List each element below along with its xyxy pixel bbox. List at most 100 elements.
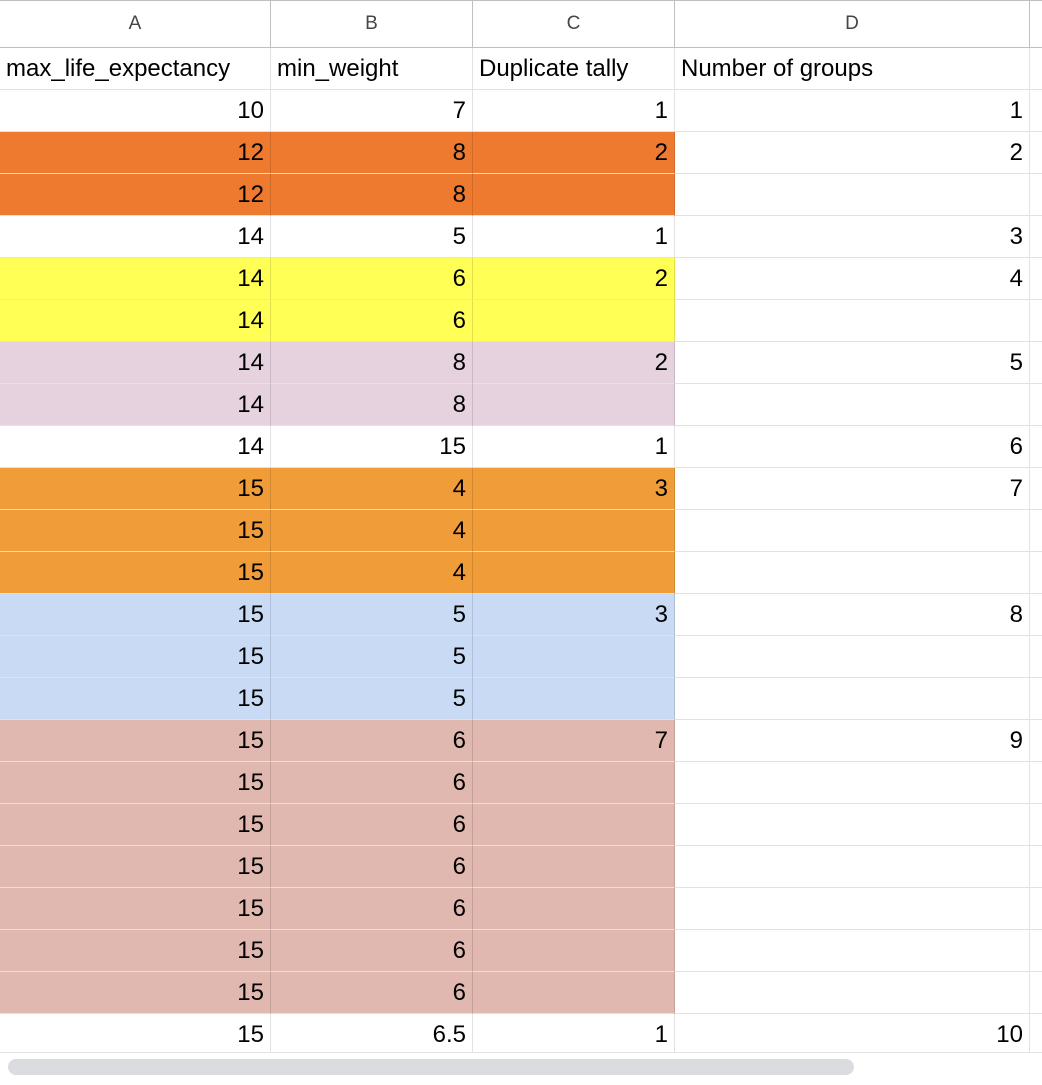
cell-e-partial[interactable] <box>1030 594 1042 636</box>
cell-b[interactable]: 6 <box>271 300 473 342</box>
cell-e-partial[interactable] <box>1030 300 1042 342</box>
cell-d[interactable]: 7 <box>675 468 1030 510</box>
header-cell-min-weight[interactable]: min_weight <box>271 48 473 90</box>
cell-c[interactable] <box>473 174 675 216</box>
cell-b[interactable]: 6 <box>271 258 473 300</box>
cell-e-partial[interactable] <box>1030 552 1042 594</box>
cell-a[interactable]: 15 <box>0 972 271 1014</box>
cell-d[interactable]: 9 <box>675 720 1030 762</box>
cell-b[interactable]: 8 <box>271 132 473 174</box>
cell-d[interactable] <box>675 804 1030 846</box>
cell-e-partial[interactable] <box>1030 258 1042 300</box>
cell-e-partial[interactable] <box>1030 468 1042 510</box>
cell-e-partial[interactable] <box>1030 342 1042 384</box>
cell-c[interactable]: 3 <box>473 594 675 636</box>
cell-c[interactable]: 1 <box>473 90 675 132</box>
cell-d[interactable]: 3 <box>675 216 1030 258</box>
cell-a[interactable]: 15 <box>0 888 271 930</box>
cell-b[interactable]: 5 <box>271 216 473 258</box>
cell-b[interactable]: 6.5 <box>271 1014 473 1056</box>
cell-c[interactable] <box>473 678 675 720</box>
cell-e-partial[interactable] <box>1030 888 1042 930</box>
cell-b[interactable]: 6 <box>271 930 473 972</box>
cell-a[interactable]: 12 <box>0 132 271 174</box>
header-cell-number-of-groups[interactable]: Number of groups <box>675 48 1030 90</box>
cell-c[interactable] <box>473 300 675 342</box>
cell-d[interactable] <box>675 930 1030 972</box>
cell-a[interactable]: 15 <box>0 1014 271 1056</box>
column-header-b[interactable]: B <box>271 0 473 47</box>
cell-b[interactable]: 8 <box>271 384 473 426</box>
cell-c[interactable]: 1 <box>473 216 675 258</box>
cell-c[interactable] <box>473 762 675 804</box>
cell-d[interactable] <box>675 762 1030 804</box>
cell-c[interactable]: 2 <box>473 342 675 384</box>
cell-e-partial[interactable] <box>1030 48 1042 90</box>
cell-a[interactable]: 14 <box>0 300 271 342</box>
cell-d[interactable] <box>675 510 1030 552</box>
cell-e-partial[interactable] <box>1030 972 1042 1014</box>
cell-e-partial[interactable] <box>1030 132 1042 174</box>
cell-d[interactable] <box>675 300 1030 342</box>
cell-e-partial[interactable] <box>1030 636 1042 678</box>
cell-b[interactable]: 4 <box>271 468 473 510</box>
cell-d[interactable] <box>675 846 1030 888</box>
cell-d[interactable]: 4 <box>675 258 1030 300</box>
cell-d[interactable] <box>675 888 1030 930</box>
cell-a[interactable]: 15 <box>0 468 271 510</box>
cell-a[interactable]: 14 <box>0 342 271 384</box>
cell-c[interactable] <box>473 384 675 426</box>
cell-e-partial[interactable] <box>1030 846 1042 888</box>
column-header-c[interactable]: C <box>473 0 675 47</box>
cell-c[interactable]: 1 <box>473 1014 675 1056</box>
cell-e-partial[interactable] <box>1030 678 1042 720</box>
cell-a[interactable]: 12 <box>0 174 271 216</box>
cell-c[interactable]: 1 <box>473 426 675 468</box>
cell-a[interactable]: 15 <box>0 552 271 594</box>
cell-d[interactable] <box>675 972 1030 1014</box>
cell-a[interactable]: 14 <box>0 216 271 258</box>
cell-c[interactable] <box>473 636 675 678</box>
column-header-e-partial[interactable] <box>1030 0 1042 47</box>
cell-a[interactable]: 15 <box>0 762 271 804</box>
cell-a[interactable]: 15 <box>0 930 271 972</box>
cell-b[interactable]: 8 <box>271 174 473 216</box>
cell-b[interactable]: 5 <box>271 636 473 678</box>
cell-a[interactable]: 15 <box>0 804 271 846</box>
horizontal-scrollbar[interactable] <box>0 1052 1042 1085</box>
horizontal-scrollbar-thumb[interactable] <box>8 1059 854 1075</box>
cell-b[interactable]: 6 <box>271 972 473 1014</box>
cell-c[interactable]: 2 <box>473 132 675 174</box>
cell-d[interactable] <box>675 678 1030 720</box>
column-header-d[interactable]: D <box>675 0 1030 47</box>
cell-a[interactable]: 14 <box>0 426 271 468</box>
cell-c[interactable]: 3 <box>473 468 675 510</box>
cell-e-partial[interactable] <box>1030 426 1042 468</box>
cell-e-partial[interactable] <box>1030 174 1042 216</box>
cell-b[interactable]: 4 <box>271 552 473 594</box>
cell-a[interactable]: 14 <box>0 258 271 300</box>
cell-c[interactable]: 2 <box>473 258 675 300</box>
cell-d[interactable]: 6 <box>675 426 1030 468</box>
cell-b[interactable]: 5 <box>271 678 473 720</box>
cell-b[interactable]: 4 <box>271 510 473 552</box>
header-cell-max-life-expectancy[interactable]: max_life_expectancy <box>0 48 271 90</box>
cell-d[interactable]: 2 <box>675 132 1030 174</box>
cell-c[interactable] <box>473 888 675 930</box>
cell-a[interactable]: 15 <box>0 594 271 636</box>
cell-d[interactable]: 10 <box>675 1014 1030 1056</box>
cell-e-partial[interactable] <box>1030 804 1042 846</box>
cell-b[interactable]: 6 <box>271 846 473 888</box>
cell-b[interactable]: 5 <box>271 594 473 636</box>
cell-e-partial[interactable] <box>1030 90 1042 132</box>
cell-d[interactable] <box>675 552 1030 594</box>
cell-e-partial[interactable] <box>1030 762 1042 804</box>
cell-a[interactable]: 15 <box>0 720 271 762</box>
cell-d[interactable]: 8 <box>675 594 1030 636</box>
header-cell-duplicate-tally[interactable]: Duplicate tally <box>473 48 675 90</box>
cell-e-partial[interactable] <box>1030 720 1042 762</box>
cell-c[interactable] <box>473 510 675 552</box>
cell-a[interactable]: 10 <box>0 90 271 132</box>
cell-b[interactable]: 6 <box>271 888 473 930</box>
cell-a[interactable]: 15 <box>0 846 271 888</box>
